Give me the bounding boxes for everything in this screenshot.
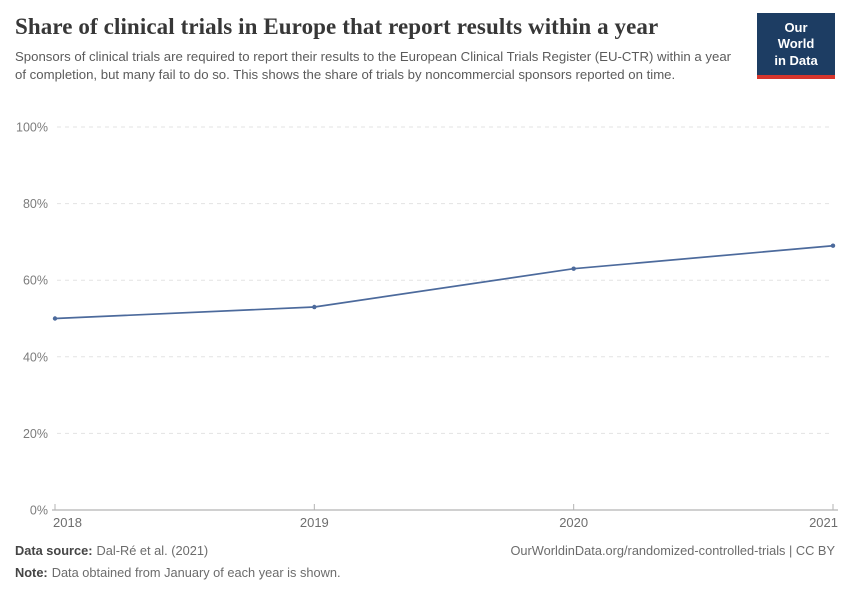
footer: Data source: Dal-Ré et al. (2021) OurWorl… [0,543,850,580]
data-point[interactable] [571,266,576,271]
data-point[interactable] [52,316,58,321]
y-tick-label: 60% [23,274,48,288]
y-tick-label: 0% [30,504,48,518]
footer-source-row: Data source: Dal-Ré et al. (2021) OurWorl… [15,543,835,558]
chart-canvas[interactable]: 0% 20% 40% 60% 80% 100% 2018 2019 2020 2021 [0,110,850,540]
y-tick-label: 80% [23,197,48,211]
chart-title: Share of clinical trials in Europe that … [15,14,659,39]
data-source: Data source: Dal-Ré et al. (2021) [15,543,208,558]
data-source-value: Dal-Ré et al. (2021) [96,543,209,558]
x-tick-label: 2019 [300,515,329,530]
owid-logo-line2: in Data [774,52,818,68]
data-point[interactable] [312,304,317,310]
y-tick-label: 40% [23,350,48,364]
chart-subtitle: Sponsors of clinical trials are required… [15,48,732,83]
owid-logo-line1: Our World [777,20,815,52]
y-tick-label: 100% [16,121,48,135]
owid-logo[interactable]: Our World in Data [757,13,835,79]
header-text: Share of clinical trials in Europe that … [15,13,739,85]
owid-url-link[interactable]: OurWorldinData.org/randomized-controlled… [510,543,835,558]
footer-note-row: Note: Data obtained from January of each … [15,565,835,580]
header: Share of clinical trials in Europe that … [0,0,850,85]
x-tick-label: 2021 [809,515,838,530]
data-point[interactable] [830,243,836,248]
data-line[interactable] [54,244,834,320]
note-label: Note: [15,565,48,580]
x-tick-label: 2018 [53,515,82,530]
data-source-label: Data source: [15,543,93,558]
x-tick-label: 2020 [559,515,588,530]
note-value: Data obtained from January of each year … [51,565,341,580]
y-tick-label: 20% [23,427,48,441]
